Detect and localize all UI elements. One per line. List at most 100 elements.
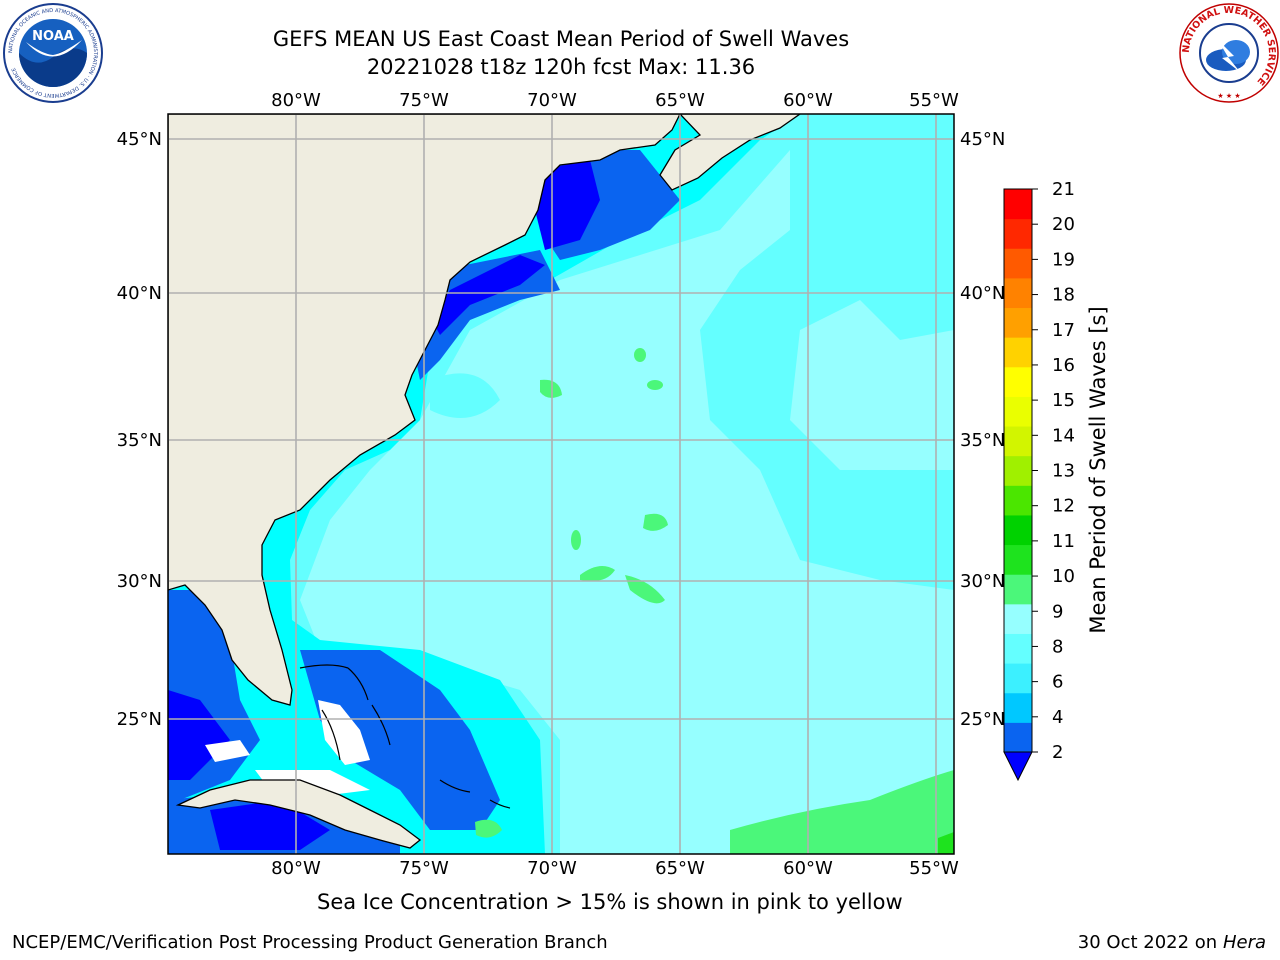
colorbar-block: [1004, 426, 1032, 457]
lon-label-top: 55°W: [909, 90, 959, 111]
colorbar-block: [1004, 366, 1032, 397]
field-9-10s-se: [730, 770, 954, 854]
colorbar-block: [1004, 574, 1032, 605]
field-9-10s-patch-c: [540, 379, 562, 398]
colorbar-block: [1004, 396, 1032, 427]
map-subtitle: 20221028 t18z 120h fcst Max: 11.36: [366, 55, 756, 79]
colorbar-tick-label: 11: [1052, 531, 1075, 552]
lat-labels-right: 45°N 40°N 35°N 30°N 25°N: [960, 129, 1005, 730]
colorbar-tick-label: 10: [1052, 566, 1075, 587]
colorbar-tick-label: 19: [1052, 249, 1075, 270]
colorbar-extend-arrow: [1003, 751, 1033, 782]
colorbar-tick-label: 8: [1052, 636, 1063, 657]
lon-label-bottom: 65°W: [655, 858, 705, 879]
colorbar-tick-label: 16: [1052, 355, 1075, 376]
colorbar-block: [1004, 455, 1032, 486]
colorbar-block: [1004, 218, 1032, 249]
colorbar-tick-label: 13: [1052, 461, 1075, 482]
land-andros: [321, 709, 341, 761]
colorbar-block: [1004, 189, 1032, 220]
lon-label-top: 75°W: [399, 90, 449, 111]
map-plot-area: [168, 114, 954, 854]
nws-logo: NATIONAL WEATHER SERVICE ★ ★ ★: [1179, 3, 1279, 103]
lon-label-bottom: 80°W: [271, 858, 321, 879]
lon-labels-top: 80°W 75°W 70°W 65°W 60°W 55°W: [271, 90, 959, 111]
colorbar-block: [1004, 633, 1032, 664]
colorbar-block: [1004, 692, 1032, 723]
field-9-10s-patch-a: [580, 566, 615, 582]
colorbar-block: [1004, 277, 1032, 309]
colorbar: [1003, 188, 1033, 782]
colorbar-tick-label: 20: [1052, 214, 1075, 235]
lon-label-top: 70°W: [527, 90, 577, 111]
colorbar-block: [1004, 485, 1032, 516]
field-below-2s-gulf: [168, 690, 230, 780]
noaa-logo: NATIONAL OCEANIC AND ATMOSPHERIC ADMINIS…: [3, 3, 103, 103]
colorbar-tick-label: 4: [1052, 707, 1063, 728]
field-6-8s-ne: [700, 114, 954, 590]
lon-label-top: 65°W: [655, 90, 705, 111]
lat-label-right: 25°N: [960, 709, 1005, 730]
colorbar-block: [1004, 514, 1032, 546]
date-footer: 30 Oct 2022 on Hera: [1078, 932, 1266, 953]
land-eleuthera: [371, 704, 391, 746]
lon-labels-bottom: 80°W 75°W 70°W 65°W 60°W 55°W: [271, 858, 959, 879]
land-abaco: [347, 667, 369, 701]
field-2-4s-bahamas: [300, 650, 500, 830]
lat-label-right: 40°N: [960, 283, 1005, 304]
colorbar-block: [1004, 248, 1032, 279]
colorbar-tick-label: 21: [1052, 179, 1075, 200]
colorbar-tick-label: 2: [1052, 742, 1063, 763]
date-text: 30 Oct 2022 on: [1077, 932, 1223, 953]
lat-label-left: 40°N: [117, 283, 162, 304]
land-inagua: [439, 779, 471, 793]
lat-label-right: 35°N: [960, 430, 1005, 451]
field-9-10s-patch-h: [634, 348, 646, 362]
field-10-11s-patch: [938, 832, 954, 854]
lat-labels-left: 45°N 40°N 35°N 30°N 25°N: [117, 129, 162, 730]
masked-area-florida-keys: [205, 740, 250, 762]
lon-label-top: 60°W: [783, 90, 833, 111]
colorbar-tick-label: 15: [1052, 390, 1075, 411]
colorbar-tick-label: 9: [1052, 601, 1063, 622]
lat-label-left: 35°N: [117, 430, 162, 451]
land-turks: [489, 799, 511, 809]
colorbar-ticks: 2 4 6 8 9 10 11 12 13 14 15 16 17 18 19 20 21: [1032, 179, 1075, 763]
colorbar-tick-label: 12: [1052, 496, 1075, 517]
colorbar-tick-label: 14: [1052, 425, 1075, 446]
map-title: GEFS MEAN US East Coast Mean Period of S…: [272, 27, 850, 51]
map-graticule: [168, 114, 954, 854]
lat-label-left: 30°N: [117, 571, 162, 592]
svg-text:★ ★ ★: ★ ★ ★: [1217, 92, 1240, 100]
field-9-10s-patch-b: [625, 575, 665, 604]
land-grand-bahama: [299, 664, 349, 669]
colorbar-block: [1004, 722, 1032, 753]
lon-label-bottom: 55°W: [909, 858, 959, 879]
lon-label-bottom: 70°W: [527, 858, 577, 879]
land-cuba: [175, 779, 422, 849]
colorbar-block: [1004, 544, 1032, 575]
lon-label-bottom: 60°W: [783, 858, 833, 879]
land-nova-scotia: [659, 114, 802, 191]
branch-footer: NCEP/EMC/Verification Post Processing Pr…: [12, 932, 608, 953]
field-9-10s-patch-g: [647, 380, 663, 390]
lon-label-bottom: 75°W: [399, 858, 449, 879]
sea-ice-caption: Sea Ice Concentration > 15% is shown in …: [317, 890, 903, 914]
masked-area-bahamas: [318, 700, 370, 765]
field-9-10s-patch-f: [571, 530, 581, 550]
field-below-2s-nj: [432, 255, 545, 335]
lat-label-left: 45°N: [117, 129, 162, 150]
field-6-8s-center: [430, 373, 500, 418]
colorbar-block: [1004, 603, 1032, 634]
lat-label-left: 25°N: [117, 709, 162, 730]
colorbar-block: [1004, 307, 1032, 338]
colorbar-tick-label: 17: [1052, 320, 1075, 341]
field-9-10s-patch-e: [475, 819, 502, 838]
lon-label-top: 80°W: [271, 90, 321, 111]
field-9-10s-patch-d: [643, 513, 668, 531]
colorbar-block: [1004, 663, 1032, 694]
colorbar-block: [1004, 337, 1032, 368]
colorbar-tick-label: 18: [1052, 285, 1075, 306]
svg-text:NOAA: NOAA: [32, 29, 74, 44]
